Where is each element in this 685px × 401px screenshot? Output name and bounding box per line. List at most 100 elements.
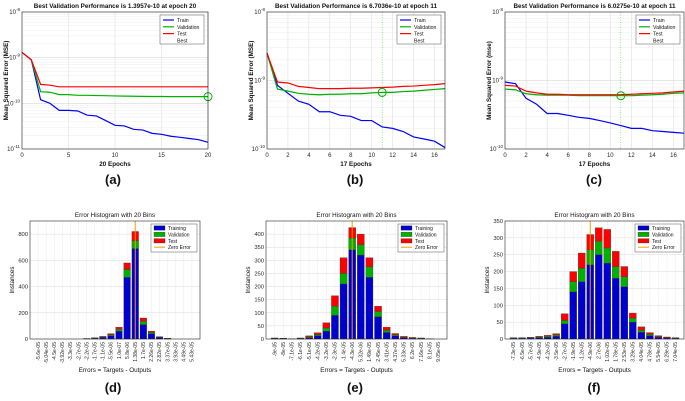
legend-swatch: [153, 232, 166, 237]
x-tick-label: -1.2e-05: [579, 342, 585, 361]
bar-training: [314, 335, 322, 340]
y-tick-label: 300: [493, 236, 503, 242]
y-tick-label: 150: [254, 298, 264, 304]
chart-title: Best Validation Performance is 6.0275e-1…: [513, 3, 676, 10]
x-tick-label: 5.8e-06: [125, 342, 131, 359]
bar-training: [382, 332, 391, 340]
y-tick-label: 250: [254, 271, 264, 277]
y-tick-label: 10-10: [490, 144, 504, 153]
x-tick-label: -4.3e-06: [350, 342, 356, 361]
legend-label: Training: [652, 226, 670, 232]
legend-label: Test: [415, 239, 425, 245]
bar-test: [612, 251, 620, 267]
x-tick-label: -7.1e-05: [290, 342, 296, 361]
bar-training: [569, 291, 577, 340]
bar-test: [408, 337, 417, 339]
y-tick-label: 150: [493, 286, 503, 292]
bar-training: [374, 316, 382, 340]
x-tick-label: 2.7e-06: [596, 342, 602, 359]
bar-training: [620, 286, 628, 340]
legend-swatch: [153, 238, 166, 244]
bar-validation: [637, 330, 646, 333]
panel-label: (b): [347, 172, 364, 187]
bar-test: [99, 336, 107, 338]
x-tick-label: -5.6e-05: [36, 342, 42, 361]
chart-title: Error Histogram with 20 Bins: [316, 212, 396, 219]
legend-label: Train: [414, 18, 426, 24]
x-tick-label: 16: [670, 153, 677, 159]
axes-frame: [504, 11, 685, 150]
y-axis-label: Instances: [9, 267, 16, 294]
y-tick-label: 200: [254, 285, 264, 291]
bar-training: [322, 330, 331, 340]
x-tick-label: 4.37e-05: [393, 342, 399, 362]
x-tick-label: -1.7e-05: [92, 342, 98, 361]
x-tick-label: 12: [628, 153, 635, 159]
bar-validation: [603, 247, 611, 264]
y-tick-label: 50: [258, 324, 264, 330]
series-line-test: [266, 53, 446, 90]
bar-validation: [365, 266, 374, 278]
x-tick-label: 8: [349, 153, 353, 159]
x-tick-label: 6.2e-05: [410, 342, 416, 359]
bar-validation: [139, 321, 147, 325]
x-tick-label: -4.9e-05: [537, 342, 543, 361]
bar-test: [595, 227, 603, 242]
x-tick-label: 3.29e-05: [631, 342, 637, 362]
bar-validation: [561, 320, 569, 324]
bar-validation: [147, 332, 155, 334]
series-line-validation: [21, 51, 208, 98]
x-tick-label: 20: [205, 153, 212, 159]
bar-validation: [620, 276, 628, 287]
x-tick-label: -4.2e-05: [545, 342, 551, 361]
bar-training: [629, 321, 637, 340]
legend-label: Train: [653, 18, 665, 24]
x-tick-label: 1.38e-05: [133, 342, 139, 362]
bar-training: [603, 262, 611, 340]
bar-test: [391, 333, 399, 335]
y-tick-label: 400: [254, 232, 264, 238]
bar-test: [123, 262, 131, 270]
x-tick-label: -1.1e-05: [101, 342, 107, 361]
x-tick-label: 2.26e-05: [149, 342, 155, 362]
y-tick-label: 10-8: [9, 7, 20, 16]
x-tick-label: 14: [649, 153, 656, 159]
bar-test: [603, 229, 611, 249]
bar-training: [365, 277, 374, 340]
bar-test: [339, 257, 348, 274]
x-tick-label: -5.1e-05: [307, 342, 313, 361]
bar-test: [374, 306, 382, 312]
x-tick-label: -3.5e-05: [554, 342, 560, 361]
bar-validation: [391, 334, 399, 336]
axes-frame: [265, 220, 448, 340]
x-tick-label: 10: [368, 153, 375, 159]
bar-training: [357, 254, 365, 340]
x-tick-label: 5.33e-05: [402, 342, 408, 362]
x-axis-label: 17 Epochs: [579, 161, 611, 168]
bar-training: [391, 335, 399, 340]
x-axis-label: Errors = Targets - Outputs: [79, 367, 152, 374]
bar-test: [147, 330, 155, 333]
x-tick-label: 3.93e-05: [173, 342, 179, 362]
bar-validation: [612, 266, 620, 279]
bar-training: [123, 277, 131, 340]
y-tick-label: 800: [18, 232, 28, 238]
bar-test: [620, 266, 628, 277]
series-line-train: [504, 81, 685, 134]
y-tick-label: 100: [493, 303, 503, 309]
bar-validation: [357, 244, 365, 256]
x-tick-label: -4.9e-06: [588, 342, 594, 361]
y-axis-label: Mean Squared Error (MSE): [248, 41, 255, 121]
y-axis-label: Mean Squared Error (MSE): [3, 41, 10, 121]
legend-label: Test: [653, 32, 663, 38]
performance-chart-1: 0 2 4 6 8 10 12 14 16 10-10 10-9 10-8 Best Validatio…: [248, 3, 446, 168]
bar-validation: [595, 241, 603, 255]
x-tick-label: 0: [503, 153, 507, 159]
bar-validation: [123, 269, 131, 278]
bar-validation: [629, 317, 637, 323]
chart-title: Best Validation Performance is 1.3957e-1…: [34, 3, 197, 10]
y-tick-label: 10-10: [7, 98, 21, 107]
